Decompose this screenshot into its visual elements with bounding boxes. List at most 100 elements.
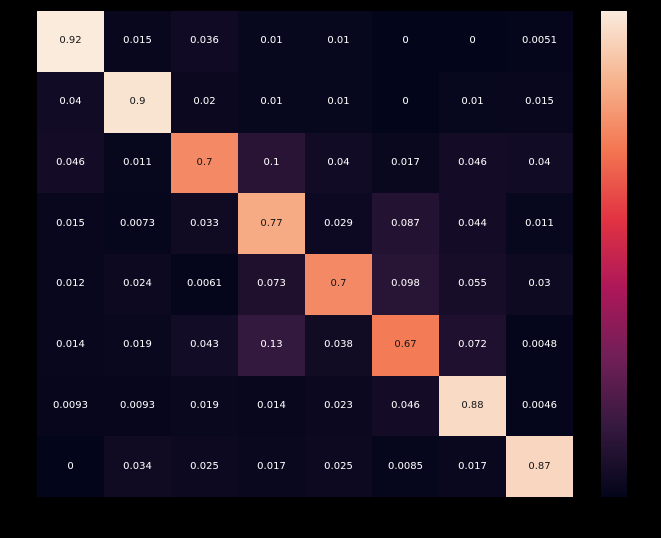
cell-value: 0.017 <box>458 460 487 472</box>
heatmap-cell-r7c4: 0.025 <box>305 436 372 497</box>
cell-value: 0 <box>469 35 476 47</box>
cell-value: 0.014 <box>257 399 286 411</box>
heatmap-cell-r3c6: 0.044 <box>439 193 506 254</box>
heatmap-cell-r0c6: 0 <box>439 11 506 72</box>
cell-value: 0.036 <box>190 35 219 47</box>
heatmap-cell-r7c3: 0.017 <box>238 436 305 497</box>
cell-value: 0.015 <box>123 35 152 47</box>
cell-value: 0.0093 <box>53 399 88 411</box>
heatmap-cell-r4c2: 0.0061 <box>171 254 238 315</box>
heatmap-cell-r5c4: 0.038 <box>305 314 372 376</box>
heatmap-cell-r2c4: 0.04 <box>305 132 372 194</box>
cell-value: 0.012 <box>56 278 85 290</box>
colorbar <box>601 11 627 497</box>
cell-value: 0.015 <box>525 96 554 108</box>
cell-value: 0.019 <box>123 339 152 351</box>
cell-value: 0.046 <box>391 399 420 411</box>
cell-value: 0.038 <box>324 339 353 351</box>
cell-value: 0.098 <box>391 278 420 290</box>
heatmap-cell-r4c1: 0.024 <box>104 254 171 315</box>
cell-value: 0.011 <box>525 217 554 229</box>
heatmap-cell-r5c5: 0.67 <box>372 314 439 376</box>
heatmap-cell-r6c3: 0.014 <box>238 375 305 437</box>
heatmap-cell-r2c5: 0.017 <box>372 132 439 194</box>
heatmap-cell-r0c4: 0.01 <box>305 11 372 72</box>
heatmap-cell-r6c2: 0.019 <box>171 375 238 437</box>
cell-value: 0.087 <box>391 217 420 229</box>
heatmap-cell-r3c5: 0.087 <box>372 193 439 254</box>
heatmap-cell-r7c1: 0.034 <box>104 436 171 497</box>
heatmap-cell-r1c1: 0.9 <box>104 71 171 133</box>
heatmap-cell-r6c0: 0.0093 <box>37 375 104 437</box>
cell-value: 0.017 <box>391 156 420 168</box>
cell-value: 0.0048 <box>522 339 557 351</box>
cell-value: 0.046 <box>458 156 487 168</box>
heatmap-cell-r2c0: 0.046 <box>37 132 104 194</box>
cell-value: 0.04 <box>327 156 350 168</box>
heatmap-cell-r2c7: 0.04 <box>506 132 573 194</box>
heatmap-cell-r2c6: 0.046 <box>439 132 506 194</box>
cell-value: 0.67 <box>394 339 417 351</box>
heatmap-cell-r0c1: 0.015 <box>104 11 171 72</box>
cell-value: 0.019 <box>190 399 219 411</box>
heatmap-cell-r3c3: 0.77 <box>238 193 305 254</box>
heatmap-cell-r0c0: 0.92 <box>37 11 104 72</box>
cell-value: 0.034 <box>123 460 152 472</box>
heatmap-cell-r1c6: 0.01 <box>439 71 506 133</box>
cell-value: 0.01 <box>327 96 350 108</box>
cell-value: 0.024 <box>123 278 152 290</box>
heatmap-cell-r3c4: 0.029 <box>305 193 372 254</box>
heatmap-cell-r7c2: 0.025 <box>171 436 238 497</box>
heatmap-cell-r4c0: 0.012 <box>37 254 104 315</box>
cell-value: 0.0073 <box>120 217 155 229</box>
cell-value: 0.77 <box>260 217 283 229</box>
cell-value: 0.01 <box>327 35 350 47</box>
heatmap-cell-r1c2: 0.02 <box>171 71 238 133</box>
heatmap-cell-r5c2: 0.043 <box>171 314 238 376</box>
heatmap-cell-r5c0: 0.014 <box>37 314 104 376</box>
cell-value: 0.1 <box>263 156 280 168</box>
heatmap-cell-r6c6: 0.88 <box>439 375 506 437</box>
cell-value: 0.92 <box>59 35 82 47</box>
heatmap-cell-r7c6: 0.017 <box>439 436 506 497</box>
cell-value: 0.0046 <box>522 399 557 411</box>
heatmap-cell-r4c5: 0.098 <box>372 254 439 315</box>
heatmap-cell-r0c3: 0.01 <box>238 11 305 72</box>
heatmap-cell-r1c3: 0.01 <box>238 71 305 133</box>
cell-value: 0.03 <box>528 278 551 290</box>
cell-value: 0.055 <box>458 278 487 290</box>
cell-value: 0.01 <box>260 35 283 47</box>
cell-value: 0.046 <box>56 156 85 168</box>
cell-value: 0.04 <box>528 156 551 168</box>
heatmap-cell-r5c1: 0.019 <box>104 314 171 376</box>
heatmap-cell-r0c5: 0 <box>372 11 439 72</box>
cell-value: 0.13 <box>260 339 283 351</box>
cell-value: 0.025 <box>324 460 353 472</box>
heatmap-cell-r4c6: 0.055 <box>439 254 506 315</box>
heatmap-cell-r1c5: 0 <box>372 71 439 133</box>
cell-value: 0.87 <box>528 460 551 472</box>
cell-value: 0.0093 <box>120 399 155 411</box>
heatmap-cell-r5c6: 0.072 <box>439 314 506 376</box>
heatmap-cell-r2c3: 0.1 <box>238 132 305 194</box>
cell-value: 0.04 <box>59 96 82 108</box>
cell-value: 0.011 <box>123 156 152 168</box>
heatmap-cell-r5c3: 0.13 <box>238 314 305 376</box>
colorbar-gradient <box>601 11 627 497</box>
cell-value: 0.88 <box>461 399 484 411</box>
cell-value: 0.0051 <box>522 35 557 47</box>
heatmap-grid: 0.92 0.015 0.036 0.01 0.01 0 0 0.0051 0.04 0.9 0.0… <box>37 11 573 497</box>
cell-value: 0 <box>67 460 74 472</box>
cell-value: 0.043 <box>190 339 219 351</box>
heatmap-cell-r3c2: 0.033 <box>171 193 238 254</box>
cell-value: 0.01 <box>461 96 484 108</box>
cell-value: 0.015 <box>56 217 85 229</box>
heatmap-cell-r0c2: 0.036 <box>171 11 238 72</box>
cell-value: 0.023 <box>324 399 353 411</box>
cell-value: 0.017 <box>257 460 286 472</box>
heatmap-cell-r7c0: 0 <box>37 436 104 497</box>
cell-value: 0.033 <box>190 217 219 229</box>
cell-value: 0 <box>402 96 409 108</box>
cell-value: 0.02 <box>193 96 216 108</box>
